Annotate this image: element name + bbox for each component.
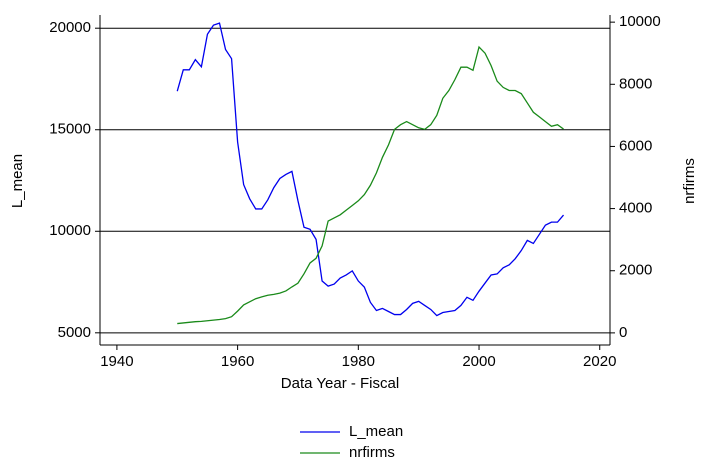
y2-tick-label: 0 [619,324,627,341]
line-series [177,45,564,325]
legend-label: L_mean [349,423,403,440]
x-axis-label: Data Year - Fiscal [281,375,399,392]
x-tick-label: 2000 [462,353,495,370]
y-tick-label: 15000 [49,121,91,138]
y-tick-label: 5000 [58,324,91,341]
y2-tick-label: 8000 [619,75,652,92]
y-axis-label: L_mean [9,154,26,208]
y2-tick-label: 2000 [619,262,652,279]
x-tick-label: 2020 [583,353,616,370]
y2-tick-label: 10000 [619,13,661,30]
x-tick-label: 1940 [100,353,133,370]
legend-label: nrfirms [349,444,395,461]
x-tick-label: 1980 [342,353,375,370]
y-tick-label: 10000 [49,222,91,239]
y-tick-label: 20000 [49,19,91,36]
line-series [176,22,565,317]
y2-tick-label: 6000 [619,137,652,154]
x-tick-label: 1960 [221,353,254,370]
y2-tick-label: 4000 [619,200,652,217]
y2-axis-label: nrfirms [681,158,698,204]
